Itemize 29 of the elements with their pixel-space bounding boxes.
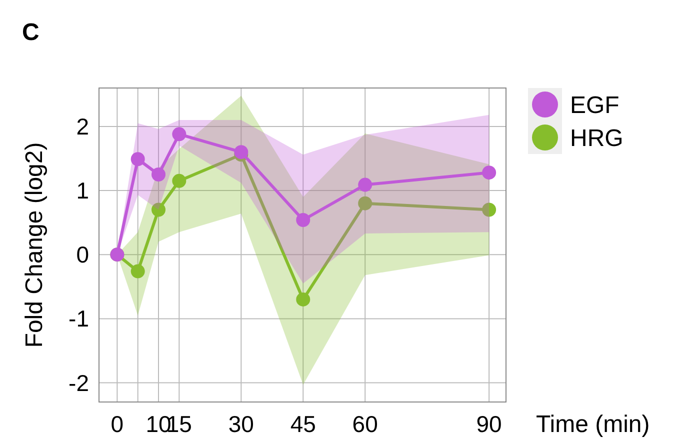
x-axis-title: Time (min) — [536, 411, 650, 438]
x-tick-label: 60 — [352, 411, 378, 437]
y-tick-label: -2 — [68, 370, 89, 396]
point — [152, 168, 166, 182]
x-tick-label: 0 — [110, 411, 124, 437]
y-tick-label: 2 — [76, 113, 89, 140]
point — [130, 152, 145, 166]
point — [482, 166, 496, 180]
legend-label: HRG — [570, 125, 624, 152]
point — [358, 196, 372, 210]
x-tick-label: 45 — [290, 411, 316, 437]
point — [482, 202, 496, 217]
point — [358, 178, 372, 192]
x-tick-label: 10 — [146, 411, 172, 437]
y-tick-label: -1 — [68, 306, 89, 332]
point — [296, 292, 310, 306]
point — [172, 127, 186, 142]
point — [172, 174, 186, 188]
x-tick-label: 90 — [476, 411, 502, 437]
point — [130, 264, 145, 278]
x-tick-label: 30 — [228, 411, 254, 437]
chart-title: C — [22, 19, 40, 46]
legend-label: EGF — [570, 92, 620, 119]
y-tick-label: 0 — [76, 242, 89, 268]
point — [296, 213, 310, 228]
point — [152, 202, 166, 217]
point — [234, 145, 248, 160]
y-tick-label: 1 — [76, 178, 89, 204]
y-axis-title: Fold Change (log2) — [21, 142, 48, 348]
